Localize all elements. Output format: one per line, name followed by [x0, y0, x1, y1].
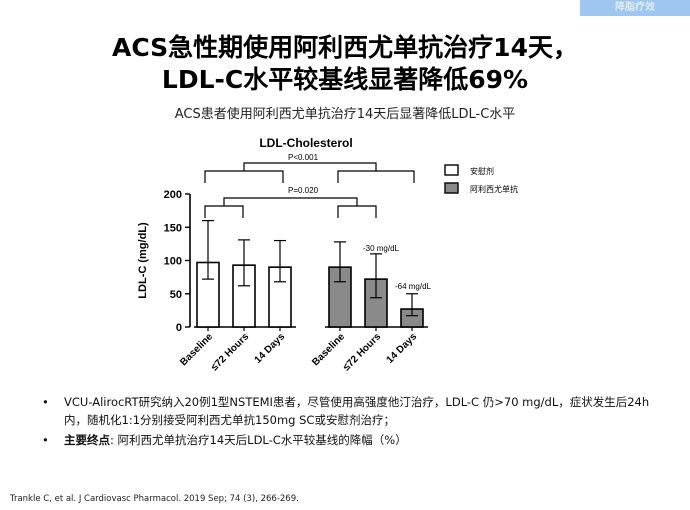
x-tick-label: 14 Days	[253, 331, 288, 366]
y-axis-label: LDL-C (mg/dL)	[137, 222, 149, 299]
bullet-text-1: VCU-AlirocRT研究纳入20例1型NSTEMI患者，尽管使用高强度他汀治…	[64, 395, 650, 427]
y-tick-label: 200	[164, 189, 182, 201]
significance-bracket	[223, 197, 358, 206]
significance-bracket	[204, 205, 244, 218]
legend-swatch	[444, 164, 459, 176]
significance-bracket	[204, 170, 284, 183]
bullet-bold-2: 主要终点	[64, 433, 110, 447]
chart-subtitle: ACS患者使用阿利西尤单抗治疗14天后显著降低LDL-C水平	[174, 107, 516, 122]
bullet-dot: •	[42, 395, 49, 409]
change-label: -64 mg/dL	[395, 282, 432, 291]
page-title-line2: LDL-C水平较基线显著降低69%	[161, 65, 529, 94]
ldl-bar-chart: LDL-Cholesterol 0 50 100 150 200 LDL-C (mg/dL)…	[137, 136, 518, 373]
chart-title: LDL-Cholesterol	[259, 136, 352, 150]
x-tick-label: ≤72 Hours	[341, 331, 383, 373]
bullet-dot: •	[42, 433, 49, 447]
y-tick-label: 0	[176, 322, 182, 334]
legend-swatch	[444, 182, 459, 194]
significance-bracket	[337, 205, 377, 218]
p-value-label: P=0.020	[288, 186, 319, 195]
x-tick-label: Baseline	[178, 331, 215, 368]
bullet-item-2: • 主要终点: 阿利西尤单抗治疗14天后LDL-C水平较基线的降幅（%）	[42, 431, 657, 449]
y-tick-label: 50	[170, 289, 182, 301]
y-tick-label: 150	[164, 222, 182, 234]
x-tick-label: ≤72 Hours	[209, 331, 251, 373]
page-title-line1: ACS急性期使用阿利西尤单抗治疗14天，	[112, 33, 578, 62]
bullet-text-2: : 阿利西尤单抗治疗14天后LDL-C水平较基线的降幅（%）	[110, 433, 407, 447]
significance-bracket	[243, 162, 377, 171]
x-tick-label: Baseline	[310, 331, 347, 368]
corner-tag: 降脂疗效	[580, 0, 690, 16]
bullet-list: • VCU-AlirocRT研究纳入20例1型NSTEMI患者，尽管使用高强度他…	[42, 393, 657, 449]
bullet-item-1: • VCU-AlirocRT研究纳入20例1型NSTEMI患者，尽管使用高强度他…	[42, 393, 657, 429]
legend-label: 安慰剂	[470, 166, 494, 176]
reference-citation: Trankle C, et al. J Cardiovasc Pharmacol…	[10, 494, 299, 504]
x-tick-label: 14 Days	[385, 331, 420, 366]
significance-bracket	[337, 170, 415, 183]
p-value-label: P<0.001	[288, 153, 319, 162]
legend-label: 阿利西尤单抗	[470, 184, 518, 194]
change-label: -30 mg/dL	[363, 244, 400, 253]
y-tick-label: 100	[164, 256, 182, 268]
